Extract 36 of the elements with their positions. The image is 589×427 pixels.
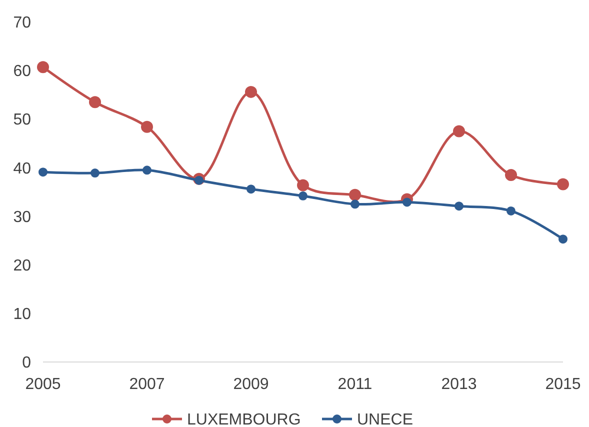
x-tick-label: 2011 bbox=[338, 376, 372, 393]
point bbox=[349, 188, 361, 201]
point bbox=[350, 200, 360, 209]
point bbox=[37, 61, 49, 74]
y-tick-label: 30 bbox=[13, 208, 32, 226]
y-tick-label: 0 bbox=[22, 354, 32, 372]
point bbox=[38, 168, 48, 177]
x-tick-label: 2007 bbox=[129, 376, 165, 393]
point bbox=[246, 184, 256, 194]
x-tick-label: 2013 bbox=[441, 376, 477, 393]
x-tick-label: 2009 bbox=[233, 376, 269, 393]
y-tick-label: 70 bbox=[13, 14, 32, 32]
y-tick-label: 40 bbox=[13, 160, 32, 178]
point bbox=[453, 125, 465, 138]
point bbox=[506, 206, 516, 216]
point bbox=[89, 96, 101, 108]
point bbox=[557, 178, 569, 190]
point bbox=[505, 169, 517, 181]
point bbox=[298, 191, 308, 200]
point bbox=[297, 179, 309, 192]
legend-label: UNECE bbox=[357, 412, 414, 427]
x-tick-label: 2005 bbox=[25, 376, 61, 393]
x-tick-label: 2015 bbox=[545, 376, 581, 393]
y-tick-label: 50 bbox=[13, 112, 32, 129]
point bbox=[194, 176, 204, 185]
y-tick-label: 10 bbox=[13, 306, 32, 324]
point bbox=[558, 234, 568, 244]
point bbox=[141, 120, 153, 133]
point bbox=[90, 168, 100, 178]
point bbox=[142, 166, 152, 175]
legend-label: LUXEMBOURG bbox=[187, 412, 301, 427]
point bbox=[454, 202, 464, 211]
point bbox=[402, 198, 412, 207]
y-tick-label: 20 bbox=[13, 257, 32, 274]
y-tick-label: 60 bbox=[13, 63, 32, 80]
point bbox=[245, 86, 257, 98]
